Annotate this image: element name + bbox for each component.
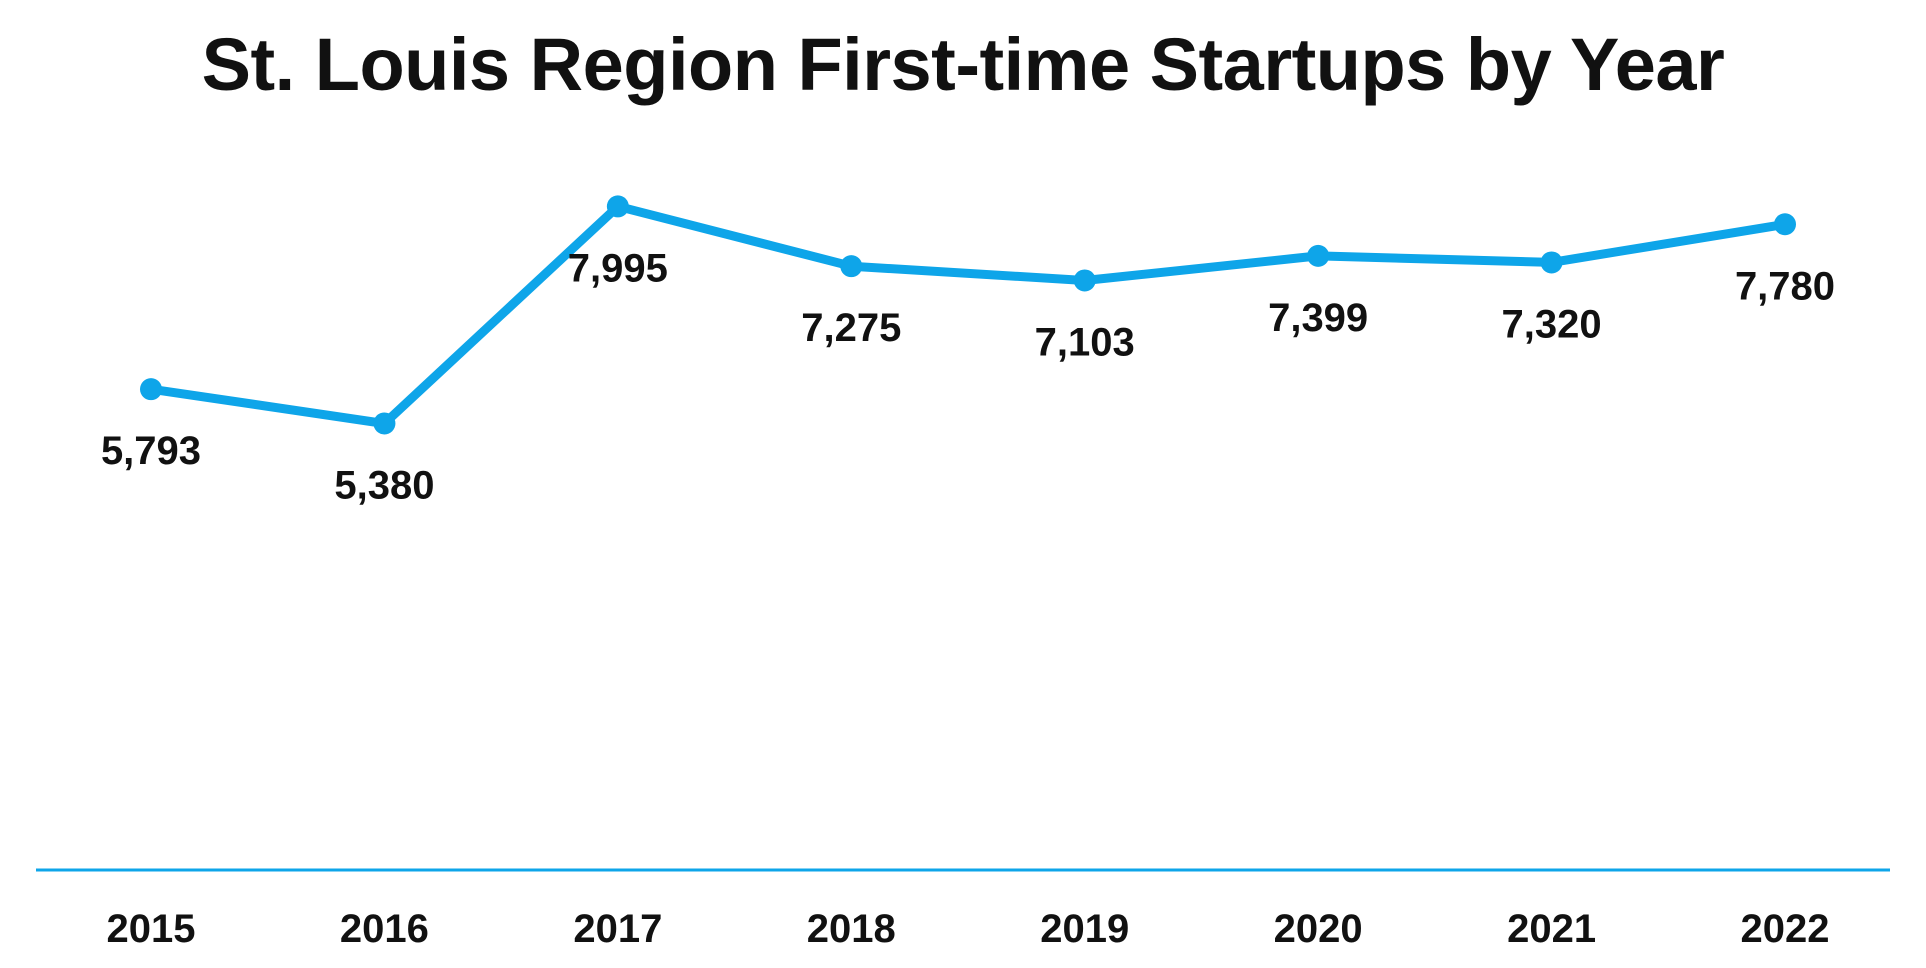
data-label-2016: 5,380 [334,463,434,507]
data-label-2015: 5,793 [101,429,201,473]
x-tick-label-2019: 2019 [1040,907,1129,951]
data-label-layer: 5,793 5,380 7,995 7,275 7,103 7,399 7,320 7,780 [101,246,1835,507]
series-line [146,201,1790,428]
series-line-layer [146,201,1790,428]
x-tick-label-2015: 2015 [107,907,196,951]
data-point-2016 [373,412,396,435]
data-point-2018 [840,255,863,278]
data-point-2015 [140,378,162,401]
x-tick-label-2020: 2020 [1274,907,1363,951]
x-tick-label-2016: 2016 [340,907,429,951]
x-tick-layer: 2015 2016 2017 2018 2019 2020 2021 2022 [107,907,1830,951]
data-label-2018: 7,275 [801,306,901,350]
data-point-2020 [1307,244,1330,267]
data-point-2022 [1774,213,1796,236]
x-tick-label-2017: 2017 [573,907,662,951]
x-tick-label-2018: 2018 [807,907,896,951]
chart-title: St. Louis Region First-time Startups by … [201,23,1725,106]
x-tick-label-2022: 2022 [1741,907,1830,951]
data-label-2019: 7,103 [1035,320,1135,364]
data-label-2022: 7,780 [1735,264,1835,308]
data-label-2020: 7,399 [1268,296,1368,340]
data-point-2019 [1073,269,1096,292]
x-tick-label-2021: 2021 [1507,907,1596,951]
data-label-2021: 7,320 [1502,302,1602,346]
data-point-layer [140,195,1796,435]
data-label-2017: 7,995 [568,246,668,290]
data-point-2017 [606,195,629,218]
data-point-2021 [1540,251,1563,274]
